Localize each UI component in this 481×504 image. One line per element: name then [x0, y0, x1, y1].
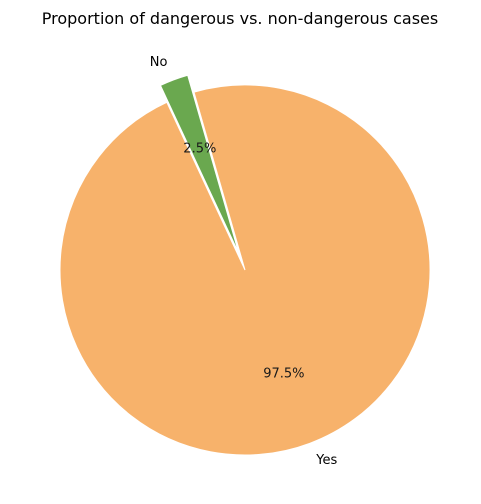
- pie-labels: Yes 97.5% No 2.5%: [150, 55, 338, 468]
- slice-label-yes: Yes: [315, 453, 337, 468]
- pie-slices: [59, 74, 431, 456]
- slice-percent-yes: 97.5%: [263, 366, 304, 381]
- slice-percent-no: 2.5%: [183, 142, 216, 157]
- slice-label-no: No: [150, 55, 168, 70]
- pie-slice-yes: [59, 84, 431, 456]
- pie-slice-no: [159, 74, 240, 254]
- chart-title: Proportion of dangerous vs. non-dangerou…: [42, 9, 438, 28]
